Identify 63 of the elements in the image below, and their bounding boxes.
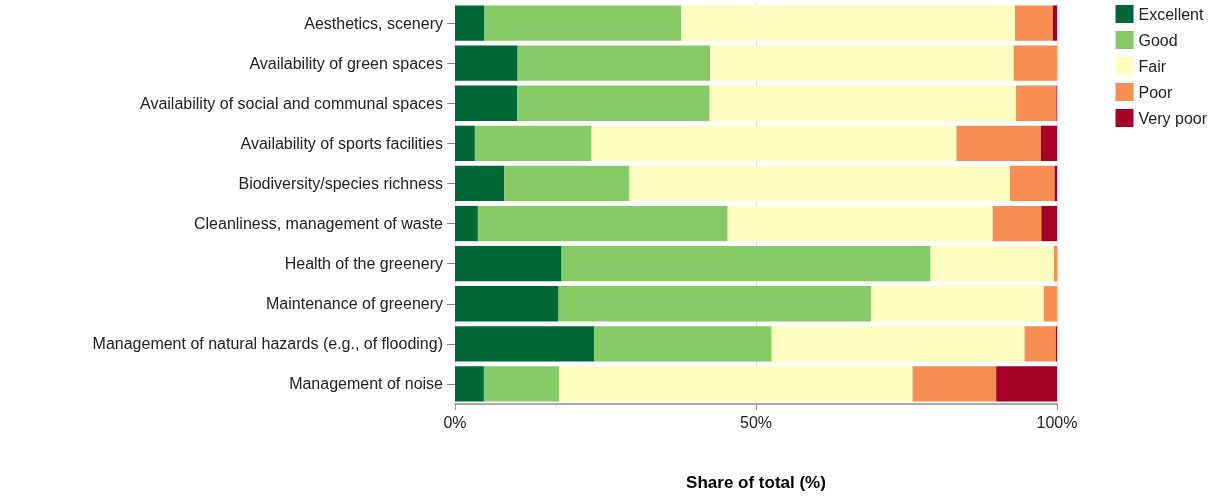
bar <box>594 326 772 362</box>
bar <box>1053 246 1057 282</box>
bar <box>1041 205 1057 242</box>
y-tick-label: Management of natural hazards (e.g., of flooding) <box>92 335 443 353</box>
bar <box>992 205 1042 242</box>
x-tick-label: 100% <box>1036 413 1078 431</box>
bar <box>1052 5 1057 41</box>
bar <box>455 366 484 402</box>
bar <box>912 366 997 402</box>
bar <box>455 85 518 121</box>
x-tick-label: 0% <box>443 413 467 431</box>
y-tick-label: Availability of sports facilities <box>240 134 443 152</box>
bar <box>1043 286 1057 322</box>
bar <box>709 85 1017 121</box>
bar <box>455 326 595 362</box>
bar <box>455 246 562 282</box>
bar <box>1040 125 1057 161</box>
bar <box>455 205 478 242</box>
bar <box>956 125 1041 161</box>
bar <box>771 326 1025 362</box>
y-tick-label: Cleanliness, management of waste <box>193 215 444 233</box>
y-tick-label: Biodiversity/species richness <box>238 174 443 192</box>
x-axis-title: Share of total (%) <box>686 473 826 492</box>
y-tick-label: Health of the greenery <box>284 255 443 273</box>
bar <box>561 246 931 282</box>
y-tick-label: Maintenance of greenery <box>266 295 443 313</box>
bar <box>483 366 560 402</box>
y-tick-label: Aesthetics, scenery <box>304 14 443 32</box>
bar <box>1024 326 1056 362</box>
bar <box>727 205 993 242</box>
bar <box>1014 5 1053 41</box>
bar <box>455 5 485 41</box>
bar <box>681 5 1015 41</box>
bar <box>1010 165 1055 202</box>
bar <box>591 125 957 161</box>
y-tick-label: Availability of social and communal spaces <box>140 94 443 112</box>
bar <box>517 85 710 121</box>
legend-label: Very poor <box>1138 109 1208 127</box>
bar <box>455 165 505 202</box>
bar <box>1013 45 1057 81</box>
x-tick-label: 50% <box>739 413 773 431</box>
legend-label: Fair <box>1138 57 1167 75</box>
legend-label: Good <box>1138 31 1178 49</box>
bar <box>1016 85 1057 121</box>
bar <box>455 286 559 322</box>
legend-label: Poor <box>1138 83 1173 101</box>
y-tick-label: Availability of green spaces <box>249 54 443 72</box>
bar <box>477 205 728 242</box>
bar <box>628 165 1011 202</box>
bar <box>455 45 518 81</box>
bar <box>559 366 913 402</box>
bar <box>517 45 711 81</box>
bar <box>558 286 871 322</box>
bar <box>930 246 1054 282</box>
legend-label: Excellent <box>1138 5 1204 23</box>
bar <box>484 5 682 41</box>
bar <box>870 286 1044 322</box>
bar <box>504 165 629 202</box>
bar <box>710 45 1014 81</box>
bar <box>474 125 592 161</box>
bar <box>996 366 1057 402</box>
bar <box>455 125 475 161</box>
y-tick-label: Management of noise <box>289 375 444 393</box>
